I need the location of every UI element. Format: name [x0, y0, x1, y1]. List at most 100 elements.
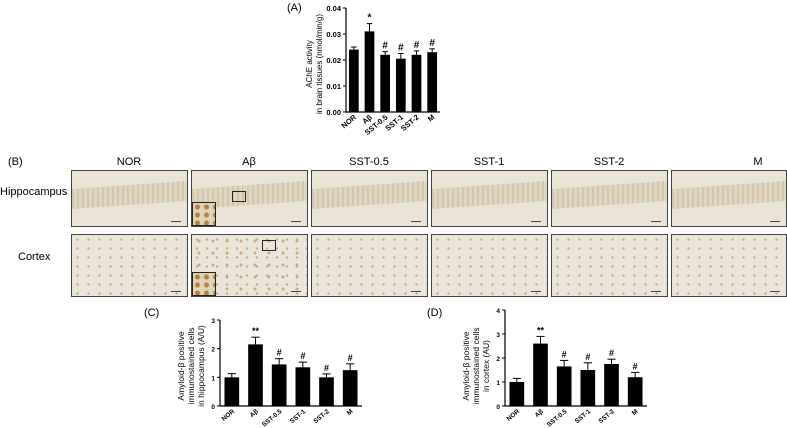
- micrograph-cortex-abeta: [191, 234, 308, 297]
- micrograph-hippocampus-sst-1: [431, 170, 548, 227]
- chart-a-x-tick-label: M: [426, 113, 437, 124]
- panel-label-a: (A): [287, 2, 302, 14]
- panel-label-b: (B): [8, 156, 23, 168]
- chart-d-ylabel: Amyloid-β positive immunostained cells i…: [461, 327, 491, 404]
- panel-label-c: (C): [144, 307, 160, 319]
- chart-d-significance-label: #: [585, 352, 590, 362]
- micrograph-cortex-sst-2: [551, 234, 668, 297]
- chart-c-x-tick-label: Aβ: [249, 408, 260, 419]
- micrograph-hippocampus-m: [671, 170, 787, 227]
- chart-a-x-tick-label: NOR: [340, 112, 359, 130]
- chart-d-bar: [509, 382, 525, 406]
- chart-d: Amyloid-β positive immunostained cells i…: [461, 308, 647, 428]
- zoom-inset: [192, 202, 216, 226]
- chart-a-y-tick-label: 0.01: [326, 82, 341, 91]
- micrograph-cortex-sst-1: [431, 234, 548, 297]
- chart-a: AChE activity in brain tissues (nmol/min…: [305, 4, 440, 137]
- col-label-sst-1: SST-1: [473, 156, 505, 168]
- chart-d-y-tick-label: 1: [496, 380, 500, 387]
- chart-d-x-tick-label: NOR: [506, 408, 522, 423]
- chart-c-bar: [319, 377, 334, 406]
- chart-d-y-tick-label: 0: [496, 404, 500, 411]
- chart-c-bar: [271, 364, 287, 406]
- chart-c-x-tick-label: M: [346, 408, 355, 417]
- chart-d-significance-label: #: [633, 361, 638, 371]
- chart-a-ylabel-line1: AChE activity: [305, 40, 314, 88]
- chart-a-bar: [395, 58, 406, 112]
- chart-d-y-tick-label: 3: [496, 332, 500, 339]
- chart-c-significance-label: **: [252, 326, 260, 336]
- chart-c-y-tick-label: 2: [211, 347, 215, 354]
- micrograph-hippocampus-nor: [71, 170, 188, 227]
- chart-a-bar: [411, 54, 422, 112]
- zoom-region-box: [262, 240, 276, 251]
- chart-d-x-tick-label: Aβ: [534, 408, 545, 419]
- chart-c-x-tick-label: SST-0.5: [261, 408, 284, 428]
- chart-c-ylabel-line2: immunostained cells: [186, 327, 196, 404]
- chart-a-significance-label: *: [368, 13, 372, 24]
- chart-d-ylabel-line3: in cortex (AU): [481, 340, 491, 392]
- chart-c-y-tick-label: 3: [211, 318, 215, 325]
- chart-d-ylabel-line2: immunostained cells: [471, 327, 481, 404]
- chart-d-x-tick-label: SST-1: [574, 408, 593, 425]
- micrograph-cortex-nor: [71, 234, 188, 297]
- chart-c-y-tick-label: 1: [211, 375, 215, 382]
- row-label-hippocampus: Hippocampus: [0, 186, 68, 198]
- chart-c-bar: [248, 344, 263, 406]
- chart-c-significance-label: #: [277, 348, 282, 358]
- chart-a-bar: [380, 54, 391, 112]
- chart-a-y-tick-label: 0.03: [326, 30, 341, 39]
- chart-d-x-tick-label: M: [631, 408, 640, 417]
- micrograph-hippocampus-sst-0-5: [311, 170, 428, 227]
- chart-a-significance-label: #: [398, 43, 404, 54]
- chart-c-ylabel: Amyloid-β positive immunostained cells i…: [176, 325, 206, 407]
- chart-d-significance-label: #: [562, 349, 567, 359]
- chart-a-y-tick-label: 0.00: [326, 108, 341, 117]
- chart-d-bar: [627, 377, 643, 406]
- chart-d-significance-label: #: [609, 348, 614, 358]
- chart-d-y-tick-label: 2: [496, 356, 500, 363]
- chart-a-bar: [348, 49, 359, 112]
- chart-a-bar: [427, 52, 438, 112]
- chart-a-y-tick-label: 0.04: [326, 4, 341, 13]
- col-label-sst-0-5: SST-0.5: [349, 156, 389, 168]
- zoom-region-box: [232, 191, 246, 202]
- col-label-abeta: Aβ: [242, 156, 256, 168]
- chart-c-x-tick-label: NOR: [221, 408, 237, 423]
- chart-c: Amyloid-β positive immunostained cells i…: [176, 318, 362, 428]
- chart-d-bar: [604, 364, 619, 406]
- chart-a-significance-label: #: [382, 41, 388, 52]
- chart-c-ylabel-line1: Amyloid-β positive: [176, 331, 186, 400]
- chart-d-bar: [580, 370, 596, 406]
- micrograph-cortex-m: [671, 234, 787, 297]
- chart-c-significance-label: #: [324, 363, 329, 373]
- chart-c-bar: [342, 370, 358, 406]
- chart-c-y-tick-label: 0: [211, 404, 215, 411]
- chart-c-significance-label: #: [300, 351, 305, 361]
- chart-c-bar: [224, 377, 240, 406]
- panel-label-d: (D): [427, 307, 443, 319]
- chart-d-ylabel-line1: Amyloid-β positive: [461, 331, 471, 400]
- chart-d-x-tick-label: SST-0.5: [546, 408, 569, 428]
- chart-a-ylabel: AChE activity in brain tissues (nmol/min…: [305, 14, 324, 114]
- chart-d-y-tick-label: 4: [496, 308, 500, 315]
- row-label-cortex: Cortex: [18, 251, 51, 263]
- col-label-sst-2: SST-2: [593, 156, 625, 168]
- chart-a-significance-label: #: [429, 38, 435, 49]
- zoom-inset: [192, 272, 216, 296]
- chart-c-x-tick-label: SST-1: [289, 408, 308, 425]
- chart-a-ylabel-line2: in brain tissues (nmol/min/g): [315, 14, 324, 114]
- micrograph-hippocampus-abeta: [191, 170, 308, 227]
- chart-d-bar: [556, 366, 572, 406]
- chart-a-y-tick-label: 0.02: [326, 56, 341, 65]
- chart-d-x-tick-label: SST-2: [597, 408, 616, 425]
- chart-c-x-tick-label: SST-2: [312, 408, 331, 425]
- chart-c-significance-label: #: [348, 353, 353, 363]
- micrograph-hippocampus-sst-2: [551, 170, 668, 227]
- chart-c-bar: [295, 367, 311, 406]
- chart-a-x-tick-label: SST-2: [399, 113, 421, 133]
- chart-a-significance-label: #: [414, 40, 420, 51]
- chart-d-significance-label: **: [537, 325, 545, 335]
- col-label-m: M: [753, 156, 763, 168]
- chart-d-bar: [533, 343, 548, 406]
